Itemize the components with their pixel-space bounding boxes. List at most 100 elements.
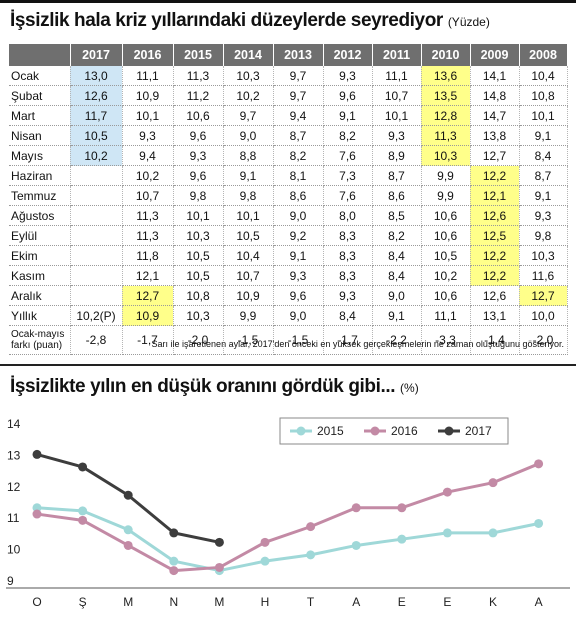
table-cell: 9,7 [273, 66, 324, 86]
data-point-2015 [32, 503, 42, 513]
table-row: Nisan 10,5 9,3 9,6 9,0 8,7 8,2 9,3 11,3 13,8 9,1 [9, 125, 568, 146]
chart-unit: (%) [400, 381, 419, 395]
legend-label-2015: 2015 [317, 424, 344, 438]
y-tick-label: 10 [7, 543, 21, 557]
row-label: Yıllık [9, 305, 71, 326]
row-label: Kasım [9, 265, 71, 286]
table-cell: 11,3 [421, 125, 471, 146]
table-cell: 14,8 [470, 85, 520, 106]
table-cell: 10,5 [173, 265, 224, 286]
data-point-2016 [260, 537, 270, 547]
table-cell: 9,0 [372, 285, 422, 306]
table-cell: 9,3 [323, 285, 373, 306]
diff-cell: -1,7 [323, 325, 373, 355]
table-cell: 11,1 [372, 66, 422, 86]
x-tick-label: A [352, 595, 360, 609]
data-point-2016 [78, 515, 88, 525]
legend-box [279, 417, 509, 445]
y-tick-label: 11 [7, 511, 20, 525]
table-cell: 8,1 [273, 165, 324, 186]
table-cell: 10,0 [519, 305, 568, 326]
table-cell: 10,1 [122, 105, 174, 126]
legend-swatch-dot-2016 [370, 426, 380, 436]
unemployment-table: 2017 2016 2015 2014 2013 2012 2011 2010 2009 2008… [9, 44, 568, 355]
row-label: Mart [9, 105, 71, 126]
table-cell: 10,2 [70, 145, 123, 166]
year-header-2016: 2016 [122, 44, 174, 66]
table-cell: 9,9 [421, 165, 471, 186]
year-header-2017: 2017 [70, 44, 123, 66]
year-header-2009: 2009 [470, 44, 520, 66]
table-cell: 14,1 [470, 66, 520, 86]
row-label: Ağustos [9, 205, 71, 226]
table-cell: 9,9 [421, 185, 471, 206]
year-header-2013: 2013 [273, 44, 324, 66]
x-tick-label: A [535, 595, 543, 609]
table-cell: 8,6 [372, 185, 422, 206]
line-chart: 9 10 11 12 13 14 O Ş M N M H T A E E K A 2015 2016 2017 [6, 417, 570, 609]
chart-title-text: İşsizlikte yılın en düşük oranını gördük… [10, 376, 396, 397]
table-cell: 9,9 [223, 305, 274, 326]
table-cell: 11,8 [122, 245, 174, 266]
table-cell: 11,7 [70, 105, 123, 126]
section-rule [0, 364, 576, 366]
table-cell: 10,1 [173, 205, 224, 226]
table-cell: 8,4 [323, 305, 373, 326]
table-cell: 9,6 [323, 85, 373, 106]
diff-cell: -1,7 [122, 325, 174, 355]
data-point-2016 [123, 540, 133, 550]
data-point-2016 [169, 566, 179, 576]
data-point-2015 [534, 518, 544, 528]
table-cell: 13,0 [70, 66, 123, 86]
row-label: Eylül [9, 225, 71, 246]
table-cell: 10,3 [173, 225, 224, 246]
data-point-2015 [442, 528, 452, 538]
table-cell: 10,7 [372, 85, 422, 106]
row-label: Aralık [9, 285, 71, 306]
y-tick-label: 12 [7, 480, 21, 494]
table-cell: 10,5 [223, 225, 274, 246]
table-cell: 8,9 [372, 145, 422, 166]
year-header-row: 2017 2016 2015 2014 2013 2012 2011 2010 2009 2008 [9, 44, 568, 66]
table-cell: 9,8 [173, 185, 224, 206]
row-label: Şubat [9, 85, 71, 106]
table-row: Haziran 10,2 9,6 9,1 8,1 7,3 8,7 9,9 12,2 8,7 [9, 165, 568, 186]
year-header-2010: 2010 [421, 44, 471, 66]
table-cell: 10,9 [223, 285, 274, 306]
x-tick-label: Ş [79, 595, 87, 609]
table-row: Ekim 11,8 10,5 10,4 9,1 8,3 8,4 10,5 12,2 10,3 [9, 245, 568, 266]
table-cell: 9,3 [372, 125, 422, 146]
table-cell: 11,3 [122, 225, 174, 246]
data-point-2015 [169, 556, 179, 566]
table-cell: 10,2 [223, 85, 274, 106]
table-cell: 8,5 [372, 205, 422, 226]
table-cell: 9,0 [273, 305, 324, 326]
x-tick-label: E [443, 595, 451, 609]
header-corner [9, 44, 71, 66]
data-point-2017 [214, 537, 224, 547]
table-cell: 9,3 [519, 205, 568, 226]
table-cell [70, 265, 123, 286]
table-cell: 10,9 [122, 305, 174, 326]
chart-title: İşsizlikte yılın en düşük oranını gördük… [10, 376, 419, 398]
table-cell: 9,1 [273, 245, 324, 266]
table-cell: 8,3 [323, 245, 373, 266]
table-row: Ocak 13,0 11,1 11,3 10,3 9,7 9,3 11,1 13,6 14,1 10… [9, 66, 568, 86]
table-title: İşsizlik hala kriz yıllarındaki düzeyler… [10, 10, 490, 32]
data-point-2016 [534, 459, 544, 469]
table-cell: 10,4 [519, 66, 568, 86]
data-point-2015 [306, 550, 316, 560]
table-cell: 10,6 [421, 225, 471, 246]
table-cell: 8,2 [372, 225, 422, 246]
table-body: Ocak 13,0 11,1 11,3 10,3 9,7 9,3 11,1 13,6 14,1 10… [9, 66, 568, 355]
table-cell: 9,4 [273, 105, 324, 126]
table-cell: 10,5 [70, 125, 123, 146]
data-point-2017 [32, 449, 42, 459]
table-cell: 7,3 [323, 165, 373, 186]
table-row: Aralık 12,7 10,8 10,9 9,6 9,3 9,0 10,6 12,6 12,7 [9, 285, 568, 306]
diff-cell: -2,2 [372, 325, 422, 355]
data-point-2015 [488, 528, 498, 538]
table-cell: 8,2 [273, 145, 324, 166]
table-row: Mart 11,7 10,1 10,6 9,7 9,4 9,1 10,1 12,8 14,7 10,… [9, 105, 568, 126]
table-cell: 12,5 [470, 225, 520, 246]
